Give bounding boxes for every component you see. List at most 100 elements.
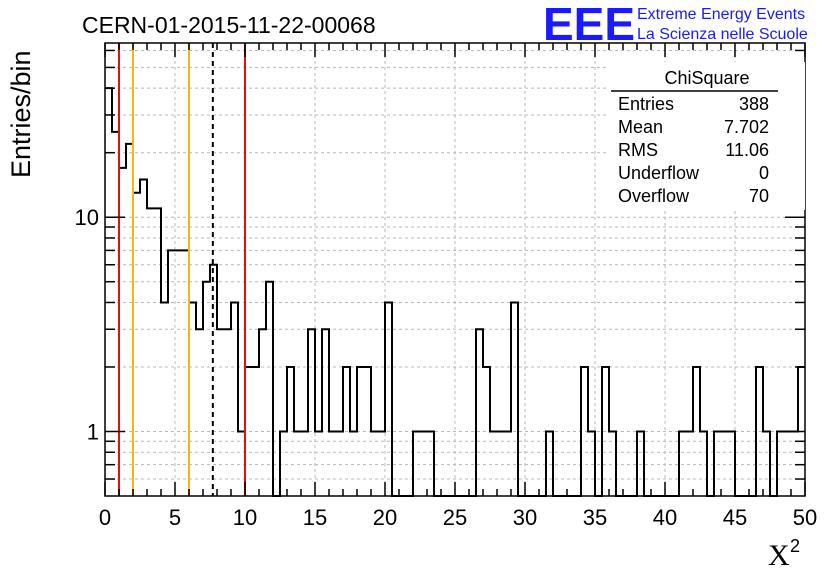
histogram-bin (714, 431, 721, 496)
x-tick-label: 15 (303, 505, 327, 530)
stats-row-label: RMS (618, 140, 658, 160)
x-tick-label: 25 (443, 505, 467, 530)
histogram-bin (420, 431, 427, 496)
histogram-bin (609, 431, 616, 496)
histogram-bin (245, 367, 252, 496)
histogram-bin (294, 431, 301, 496)
histogram-bin (637, 431, 644, 496)
x-tick-label: 40 (653, 505, 677, 530)
histogram-bin (168, 250, 175, 496)
histogram-bin (602, 367, 609, 496)
histogram-bin (336, 431, 343, 496)
histogram-bin (231, 302, 238, 496)
histogram-bin (483, 367, 490, 496)
histogram-bin (343, 367, 350, 496)
histogram-bin (378, 431, 385, 496)
histogram-bin (427, 431, 434, 496)
histogram-bin (371, 431, 378, 496)
histogram-bin (700, 431, 707, 496)
x-axis-label-superscript: 2 (790, 536, 800, 556)
histogram-bin (511, 302, 518, 496)
x-tick-label: 50 (793, 505, 817, 530)
histogram-bin (350, 431, 357, 496)
histogram-bin (280, 431, 287, 496)
histogram-bin (784, 431, 791, 496)
histogram-bin (588, 431, 595, 496)
histogram-bin (385, 302, 392, 496)
histogram-bin (721, 431, 728, 496)
histogram-bin (196, 329, 203, 496)
histogram-bin (693, 367, 700, 496)
histogram-bin (490, 431, 497, 496)
stats-row-value: 388 (739, 94, 769, 114)
histogram-bin (546, 431, 553, 496)
histogram-bin (413, 431, 420, 496)
histogram-bin (224, 329, 231, 496)
histogram-bin (357, 367, 364, 496)
x-axis-label-text: X (768, 539, 790, 572)
x-axis-label: X 2 (768, 536, 800, 572)
x-tick-label: 5 (169, 505, 181, 530)
histogram-bin (329, 431, 336, 496)
stats-row-value: 0 (759, 163, 769, 183)
logo-mark: EEE (543, 0, 635, 50)
histogram-bin (217, 329, 224, 496)
histogram-outline (105, 87, 805, 497)
x-tick-label: 0 (99, 505, 111, 530)
stats-row-label: Overflow (618, 186, 690, 206)
stats-box: ChiSquare Entries 388 Mean 7.702 RMS 11.06 Und… (609, 62, 805, 210)
histogram-bin (364, 367, 371, 496)
histogram-bin (154, 208, 161, 496)
histogram-bin (322, 329, 329, 496)
histogram-bin (686, 431, 693, 496)
y-axis-label: Entries/bin (6, 50, 36, 178)
stats-row-label: Entries (618, 94, 674, 114)
logo-line-2: La Scienza nelle Scuole (637, 26, 808, 43)
histogram-bin (301, 431, 308, 496)
histogram-bin (133, 193, 140, 496)
x-tick-label: 10 (233, 505, 257, 530)
stats-row-label: Underflow (618, 163, 700, 183)
histogram-bin (728, 431, 735, 496)
histogram-bin (105, 88, 112, 496)
stats-box-bg (609, 62, 805, 210)
histogram-bin (504, 431, 511, 496)
histogram-bin (161, 302, 168, 496)
histogram-bin (756, 367, 763, 496)
axis-ticks: 0 5 10 15 20 25 30 35 40 45 50 1 10 (75, 43, 817, 530)
histogram-bin (140, 179, 147, 496)
x-tick-label: 30 (513, 505, 537, 530)
stats-row-value: 11.06 (725, 140, 769, 160)
stats-row-label: Mean (618, 117, 663, 137)
stats-row-value: 70 (749, 186, 769, 206)
x-tick-label: 45 (723, 505, 747, 530)
histogram-bin (189, 302, 196, 496)
histogram-bin (252, 367, 259, 496)
histogram-bin (308, 329, 315, 496)
histogram-bin (238, 431, 245, 496)
histogram-bin (315, 431, 322, 496)
x-tick-label: 35 (583, 505, 607, 530)
y-tick-label: 10 (75, 205, 99, 230)
marker-lines (118, 43, 246, 496)
stats-rows: Entries 388 Mean 7.702 RMS 11.06 Underflow 0 Ove… (618, 94, 769, 206)
histogram-bin (175, 250, 182, 496)
histogram-bin (679, 431, 686, 496)
stats-title: ChiSquare (664, 68, 749, 88)
histogram-bin (763, 431, 770, 496)
chart-title: CERN-01-2015-11-22-00068 (82, 12, 376, 38)
histogram-bin (266, 282, 273, 496)
histogram-bin (147, 208, 154, 496)
y-tick-label: 1 (87, 419, 99, 444)
eee-logo: EEE Extreme Energy Events La Scienza nel… (543, 0, 808, 50)
histogram-bin (203, 282, 210, 496)
x-tick-label: 20 (373, 505, 397, 530)
histogram-bin (287, 367, 294, 496)
logo-line-1: Extreme Energy Events (637, 6, 805, 23)
histogram (105, 87, 805, 497)
histogram-bin (126, 144, 133, 496)
histogram-bin (777, 431, 784, 496)
stats-row-value: 7.702 (724, 117, 769, 137)
histogram-bin (476, 329, 483, 496)
